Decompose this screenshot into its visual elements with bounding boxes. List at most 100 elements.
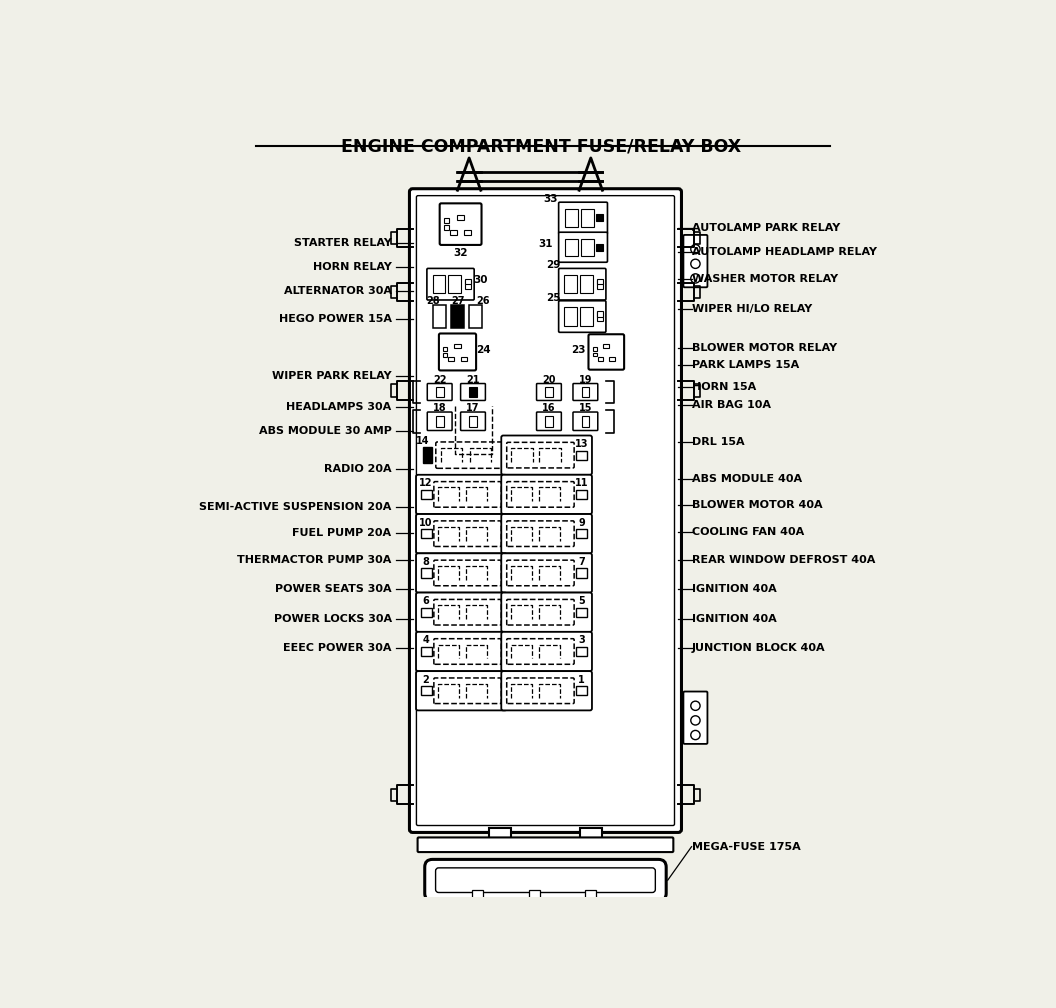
Bar	[577, 490, 587, 499]
Text: 31: 31	[539, 239, 553, 249]
FancyBboxPatch shape	[428, 412, 452, 430]
Bar	[421, 686, 432, 696]
Bar	[580, 275, 592, 293]
Text: 1: 1	[578, 674, 585, 684]
FancyBboxPatch shape	[436, 442, 506, 469]
Text: STARTER RELAY: STARTER RELAY	[294, 238, 392, 248]
FancyBboxPatch shape	[460, 383, 486, 400]
Text: 22: 22	[433, 375, 447, 385]
FancyBboxPatch shape	[507, 560, 574, 586]
Bar	[592, 347, 597, 351]
Circle shape	[691, 716, 700, 725]
Text: 23: 23	[571, 346, 586, 356]
FancyBboxPatch shape	[573, 412, 598, 430]
FancyBboxPatch shape	[425, 860, 666, 901]
FancyBboxPatch shape	[507, 639, 574, 664]
Text: 29: 29	[546, 260, 561, 270]
Bar	[454, 344, 460, 348]
Text: HORN RELAY: HORN RELAY	[313, 262, 392, 272]
Text: 25: 25	[546, 293, 561, 303]
Text: 21: 21	[467, 375, 479, 385]
FancyBboxPatch shape	[416, 671, 507, 711]
Bar	[444, 353, 448, 357]
Circle shape	[691, 274, 700, 283]
Text: 14: 14	[416, 436, 430, 447]
Text: 16: 16	[542, 403, 555, 413]
FancyBboxPatch shape	[427, 268, 474, 300]
Text: 6: 6	[422, 596, 429, 606]
FancyBboxPatch shape	[502, 475, 592, 514]
FancyBboxPatch shape	[502, 514, 592, 553]
FancyBboxPatch shape	[507, 443, 574, 468]
Text: 4: 4	[422, 635, 429, 645]
Text: 19: 19	[579, 375, 592, 385]
Bar	[609, 357, 615, 361]
Bar	[545, 416, 553, 426]
FancyBboxPatch shape	[416, 553, 507, 593]
FancyBboxPatch shape	[683, 691, 708, 744]
Bar	[421, 608, 432, 617]
FancyBboxPatch shape	[416, 475, 507, 514]
Bar	[445, 225, 449, 230]
Bar	[592, 353, 597, 357]
Text: 27: 27	[451, 296, 465, 306]
FancyBboxPatch shape	[502, 671, 592, 711]
Text: 5: 5	[578, 596, 585, 606]
Text: REAR WINDOW DEFROST 40A: REAR WINDOW DEFROST 40A	[692, 555, 875, 565]
Bar	[457, 215, 464, 220]
Bar	[577, 686, 587, 696]
FancyBboxPatch shape	[439, 334, 476, 371]
Text: 26: 26	[476, 296, 490, 306]
Bar	[469, 416, 477, 426]
FancyBboxPatch shape	[434, 521, 502, 546]
FancyBboxPatch shape	[416, 632, 507, 671]
FancyBboxPatch shape	[460, 412, 486, 430]
FancyBboxPatch shape	[507, 678, 574, 704]
FancyBboxPatch shape	[507, 482, 574, 507]
Text: ENGINE COMPARTMENT FUSE/RELAY BOX: ENGINE COMPARTMENT FUSE/RELAY BOX	[341, 138, 741, 156]
Bar	[472, 890, 483, 898]
Text: WIPER HI/LO RELAY: WIPER HI/LO RELAY	[692, 303, 812, 313]
Bar	[421, 647, 432, 656]
FancyBboxPatch shape	[502, 435, 592, 475]
Bar	[597, 311, 603, 317]
Bar	[464, 230, 471, 235]
FancyBboxPatch shape	[559, 203, 607, 234]
Bar	[598, 357, 603, 361]
Circle shape	[691, 702, 700, 711]
Text: HEGO POWER 15A: HEGO POWER 15A	[279, 313, 392, 324]
Bar	[449, 275, 460, 293]
Text: HEADLAMPS 30A: HEADLAMPS 30A	[286, 401, 392, 411]
Text: 24: 24	[476, 346, 491, 356]
Bar	[581, 239, 593, 256]
FancyBboxPatch shape	[507, 521, 574, 546]
Bar	[545, 387, 553, 396]
Text: BLOWER MOTOR RELAY: BLOWER MOTOR RELAY	[692, 343, 836, 353]
Text: 13: 13	[574, 439, 588, 450]
Text: 8: 8	[422, 557, 429, 566]
Bar	[577, 608, 587, 617]
Text: EEEC POWER 30A: EEEC POWER 30A	[283, 643, 392, 653]
Bar	[577, 529, 587, 538]
Text: WASHER MOTOR RELAY: WASHER MOTOR RELAY	[692, 273, 837, 283]
FancyBboxPatch shape	[559, 300, 606, 333]
FancyBboxPatch shape	[439, 204, 482, 245]
Text: PARK LAMPS 15A: PARK LAMPS 15A	[692, 361, 798, 371]
FancyBboxPatch shape	[434, 560, 502, 586]
Bar	[436, 387, 444, 396]
Text: 12: 12	[419, 479, 433, 489]
Circle shape	[691, 731, 700, 740]
Bar	[596, 215, 603, 222]
Bar	[597, 312, 603, 321]
Text: SEMI-ACTIVE SUSPENSION 20A: SEMI-ACTIVE SUSPENSION 20A	[200, 502, 392, 512]
Bar	[597, 280, 603, 288]
FancyBboxPatch shape	[434, 482, 502, 507]
Text: IGNITION 40A: IGNITION 40A	[692, 614, 776, 624]
Text: HORN 15A: HORN 15A	[692, 382, 756, 392]
FancyBboxPatch shape	[434, 600, 502, 625]
Text: 3: 3	[578, 635, 585, 645]
Text: 10: 10	[419, 518, 433, 527]
FancyBboxPatch shape	[416, 514, 507, 553]
FancyBboxPatch shape	[559, 232, 607, 262]
Bar	[585, 890, 596, 898]
